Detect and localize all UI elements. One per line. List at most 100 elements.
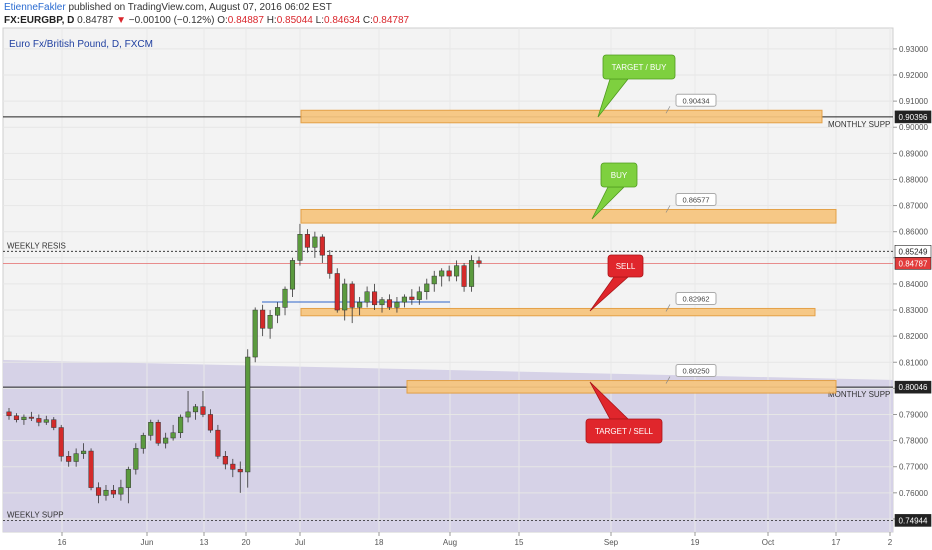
candle-body	[163, 437, 169, 444]
candle[interactable]	[200, 390, 206, 418]
price-label-box	[894, 514, 932, 527]
candle[interactable]	[215, 424, 221, 459]
y-tick-label: 0.84000	[899, 280, 928, 289]
candle[interactable]	[357, 296, 363, 316]
candle[interactable]	[155, 419, 161, 446]
candle[interactable]	[43, 415, 49, 425]
candle[interactable]	[13, 413, 20, 423]
candle[interactable]	[349, 281, 355, 324]
candle[interactable]	[66, 451, 72, 467]
candle[interactable]	[379, 296, 385, 313]
candle[interactable]	[28, 411, 34, 422]
candle[interactable]	[297, 223, 303, 266]
candle[interactable]	[118, 479, 124, 501]
x-tick-label: 16	[58, 538, 67, 547]
candle-body	[222, 456, 228, 465]
candle[interactable]	[178, 414, 184, 438]
note-pointer	[665, 106, 671, 114]
candle[interactable]	[342, 278, 348, 321]
candle[interactable]	[267, 310, 273, 339]
candle[interactable]	[125, 466, 131, 504]
candle[interactable]	[386, 294, 393, 311]
candle-body	[379, 299, 385, 306]
candle[interactable]	[476, 256, 482, 268]
candle[interactable]	[394, 296, 400, 313]
candle[interactable]	[424, 278, 430, 300]
candle[interactable]	[409, 289, 415, 305]
candle[interactable]	[372, 283, 378, 311]
candle[interactable]	[163, 432, 169, 449]
candle[interactable]	[304, 229, 310, 253]
callout-label: TARGET / SELL	[595, 427, 653, 436]
candle[interactable]	[140, 432, 146, 454]
candle[interactable]	[312, 231, 318, 258]
time-axis[interactable]: 16 Jun 13 20 Jul 18 Aug 15 Sep 19 Oct 17 2	[58, 532, 893, 547]
candle[interactable]	[21, 414, 27, 425]
candle[interactable]	[245, 349, 251, 488]
author-link[interactable]: EtienneFakler	[4, 2, 66, 13]
candle[interactable]	[439, 268, 445, 287]
candle-body	[81, 450, 87, 454]
candle[interactable]	[110, 484, 116, 499]
candle[interactable]	[275, 302, 281, 324]
candle-body	[192, 406, 199, 413]
candle[interactable]	[252, 307, 258, 363]
candle[interactable]	[103, 484, 109, 501]
price-change: −0.00100 (−0.12%)	[128, 15, 215, 26]
chart-title: Euro Fx/British Pound, D, FXCM	[9, 39, 153, 50]
candle[interactable]	[446, 265, 452, 282]
note-box	[675, 364, 717, 378]
candle[interactable]	[334, 268, 340, 313]
candle[interactable]	[319, 234, 325, 264]
candle-body	[304, 234, 310, 248]
candle[interactable]	[58, 424, 64, 462]
candle[interactable]	[431, 270, 437, 292]
candle-body	[289, 260, 296, 290]
candles[interactable]	[6, 223, 482, 504]
candle[interactable]	[327, 249, 333, 279]
y-tick-label: 0.82000	[899, 332, 928, 341]
candle-body	[140, 435, 146, 449]
candle[interactable]	[401, 294, 407, 308]
candle-body	[6, 411, 12, 417]
y-tick-label: 0.81000	[899, 358, 928, 367]
candle[interactable]	[416, 286, 422, 305]
candle-body	[327, 254, 333, 274]
candle-body	[461, 265, 467, 287]
candle[interactable]	[133, 443, 139, 475]
candle[interactable]	[237, 461, 243, 493]
candle[interactable]	[185, 390, 191, 423]
candle[interactable]	[192, 404, 199, 420]
candle[interactable]	[260, 304, 266, 337]
candle[interactable]	[207, 409, 213, 433]
callout-box	[600, 162, 638, 188]
candle[interactable]	[95, 482, 102, 504]
candle-body	[260, 309, 266, 329]
candle[interactable]	[36, 414, 42, 427]
candle[interactable]	[148, 419, 154, 441]
candle[interactable]	[468, 255, 475, 292]
candle[interactable]	[73, 448, 79, 467]
price-label-weekly-supp: 0.74944	[894, 514, 932, 527]
candle-body	[267, 315, 273, 329]
candle[interactable]	[170, 424, 176, 441]
candle[interactable]	[282, 286, 288, 316]
candle[interactable]	[222, 451, 228, 470]
price-zone-zone-top	[300, 109, 823, 124]
candle[interactable]	[461, 263, 467, 292]
candle[interactable]	[81, 443, 87, 459]
candle[interactable]	[230, 458, 236, 478]
candle-body	[357, 301, 363, 308]
candle[interactable]	[289, 257, 296, 297]
note-label: 0.86577	[682, 195, 709, 204]
candle[interactable]	[88, 448, 94, 491]
candle[interactable]	[51, 417, 57, 431]
callout-target-sell: TARGET / SELL	[585, 381, 663, 444]
price-label-text: 0.84787	[899, 259, 928, 268]
candle[interactable]	[6, 407, 12, 420]
candle-body	[88, 450, 94, 488]
close-label: C:	[362, 15, 373, 26]
candle[interactable]	[454, 260, 460, 282]
candle[interactable]	[364, 286, 370, 308]
